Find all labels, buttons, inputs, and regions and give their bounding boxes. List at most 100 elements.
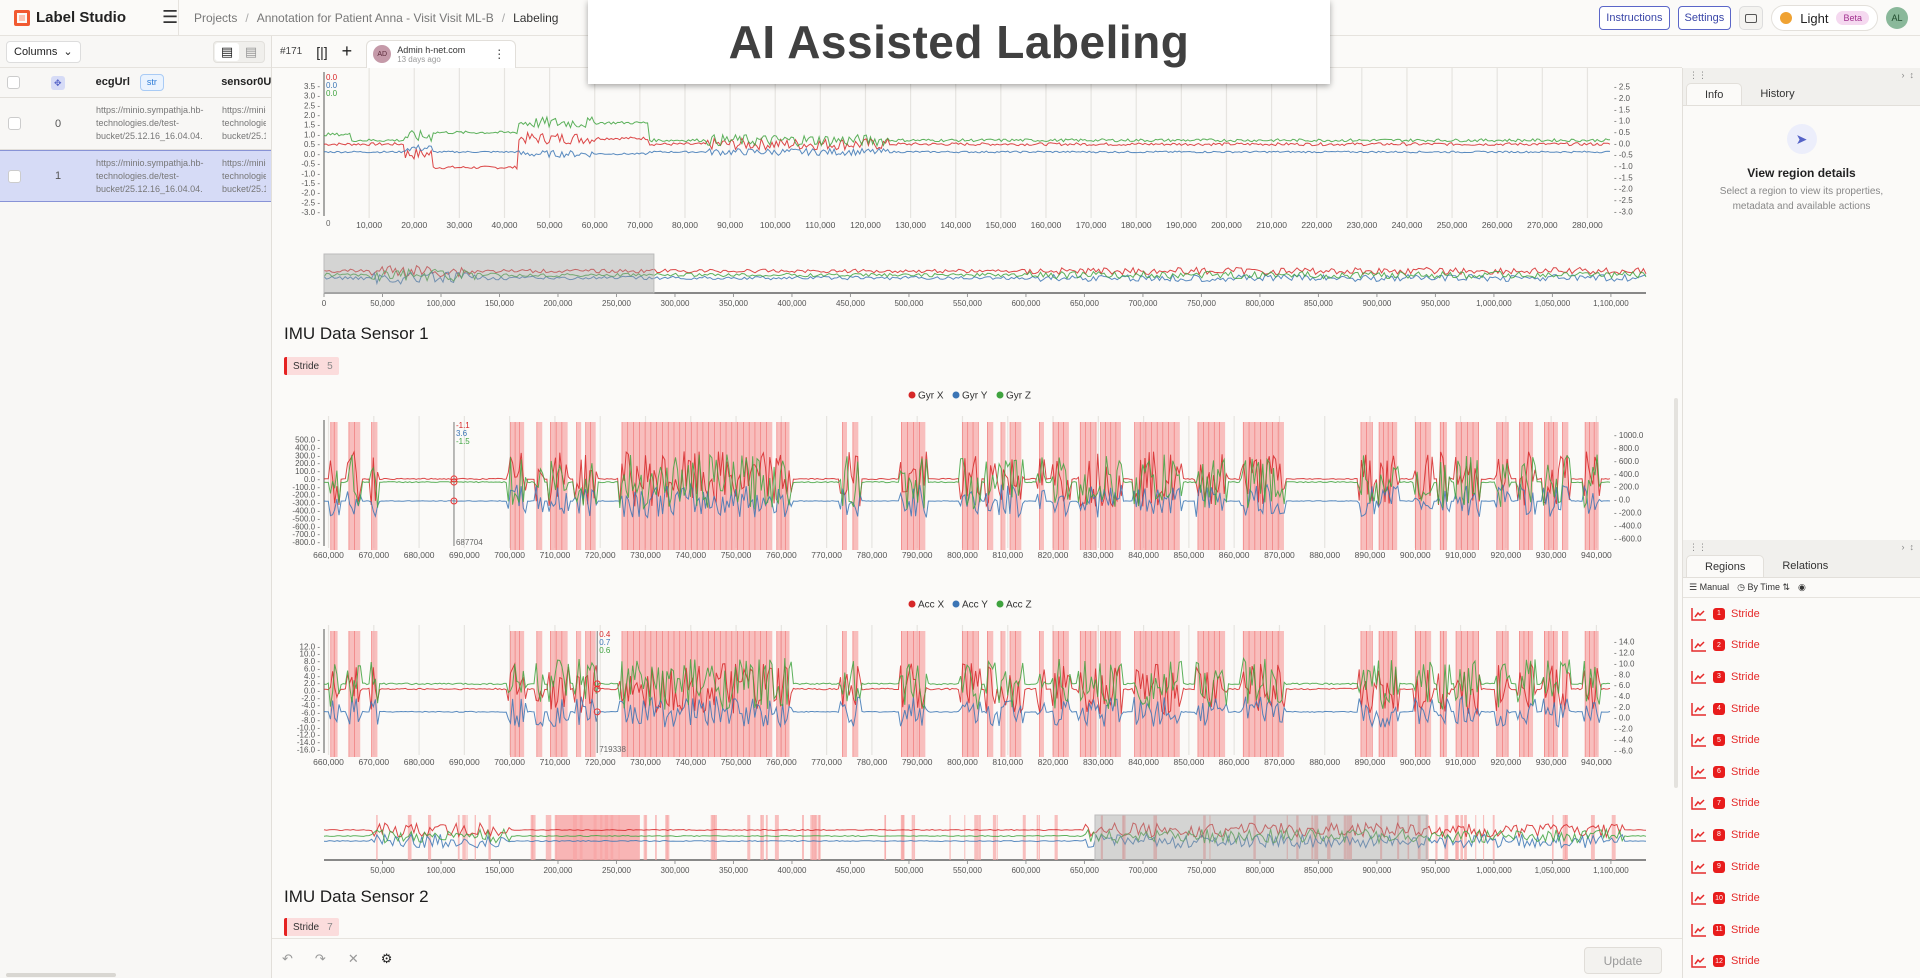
x-tick-label: 1,000,000 — [1476, 299, 1512, 308]
manual-order-button[interactable]: ☰ Manual — [1689, 582, 1730, 592]
acc-chart[interactable]: 660,000 670,000 680,000 690,000 700,000 710,0… — [272, 595, 1672, 800]
ecg-chart[interactable]: 10,000 20,000 30,000 40,000 50,000 60,000 70,0… — [272, 68, 1672, 238]
x-tick-label: 680,000 — [404, 550, 435, 560]
row-sensor: https://minio technologie bucket/25.1 — [222, 105, 266, 141]
row-sensor: https://minio technologie bucket/25.1 — [222, 157, 266, 194]
list-view-icon[interactable]: ▤ — [215, 42, 239, 61]
reset-icon[interactable]: ✕ — [347, 950, 359, 966]
gyr-chart[interactable]: 660,000 670,000 680,000 690,000 700,000 710,0… — [272, 386, 1672, 591]
legend-dot — [996, 600, 1004, 608]
region-span — [576, 631, 582, 757]
row-url: https://minio.sympathja.hb-technologies.… — [96, 157, 204, 194]
y-tick-left: 12.0 - — [300, 642, 321, 651]
overview-series — [323, 832, 1647, 850]
region-span — [913, 815, 916, 860]
region-item[interactable]: 2 Stride — [1683, 630, 1920, 662]
column-header-ecgurl[interactable]: ecgUrl — [95, 76, 130, 88]
imu-overview-chart[interactable]: 50,000 100,000 150,000 200,000 250,000 300,00… — [272, 803, 1672, 878]
sort-by-time-button[interactable]: ◷ By Time ⇅ — [1737, 582, 1791, 592]
tab-regions[interactable]: Regions — [1686, 555, 1765, 577]
x-tick-label: 350,000 — [719, 866, 748, 875]
region-item[interactable]: 4 Stride — [1683, 693, 1920, 725]
collapse-icon[interactable]: › — [1901, 70, 1905, 80]
redo-icon[interactable]: ↷ — [314, 950, 326, 966]
undo-icon[interactable]: ↶ — [282, 950, 293, 966]
vertical-scrollbar[interactable] — [1674, 398, 1678, 788]
breadcrumb-project[interactable]: Annotation for Patient Anna - Visit Visi… — [256, 10, 494, 25]
columns-button[interactable]: Columns ⌄ — [6, 40, 81, 63]
menu-icon[interactable]: ☰ — [162, 7, 179, 27]
column-header-sensor[interactable]: sensor0U — [221, 76, 271, 88]
region-item[interactable]: 7 Stride — [1683, 788, 1920, 820]
app-logo[interactable]: Label Studio ☰ — [0, 7, 178, 28]
x-tick-label: 670,000 — [358, 550, 389, 560]
label-chip-stride[interactable]: Stride 5 — [284, 357, 339, 375]
cursor-marker — [450, 497, 458, 505]
annotation-tab[interactable]: AD Admin h-net.com 13 days ago ⋮ — [366, 39, 517, 68]
expand-icon[interactable]: ↕ — [1909, 542, 1915, 552]
region-item[interactable]: 9 Stride — [1683, 851, 1920, 883]
region-item[interactable]: 10 Stride — [1683, 882, 1920, 914]
beta-badge: Beta — [1836, 11, 1869, 25]
label-chip-stride[interactable]: Stride 7 — [284, 918, 339, 936]
x-tick-label: 820,000 — [1038, 550, 1069, 560]
panel-drag-handle[interactable]: ⋮⋮ › ↕ — [1683, 68, 1920, 82]
breadcrumb-projects[interactable]: Projects — [194, 10, 238, 25]
region-item[interactable]: 3 Stride — [1683, 661, 1920, 693]
row-checkbox[interactable] — [7, 169, 21, 183]
settings-button[interactable]: Settings — [1677, 6, 1732, 30]
x-tick-label: 780,000 — [857, 550, 888, 560]
region-item[interactable]: 6 Stride — [1683, 756, 1920, 788]
tab-relations[interactable]: Relations — [1782, 560, 1829, 572]
visibility-icon[interactable]: ◉ — [1798, 582, 1806, 592]
select-all-checkbox[interactable] — [7, 76, 21, 89]
keyboard-shortcuts-button[interactable] — [1739, 6, 1764, 30]
task-id: #171 — [280, 46, 303, 57]
tab-info[interactable]: Info — [1686, 83, 1743, 105]
region-span — [710, 815, 713, 860]
collapse-icon[interactable]: › — [1901, 542, 1905, 552]
region-item[interactable]: 8 Stride — [1683, 819, 1920, 851]
tab-history[interactable]: History — [1760, 88, 1795, 100]
more-options-icon[interactable]: ⋮ — [493, 47, 506, 61]
user-avatar[interactable]: AL — [1886, 7, 1908, 29]
region-span — [1348, 815, 1353, 860]
row-checkbox[interactable] — [7, 117, 21, 130]
series-line-gyr-x — [323, 450, 1611, 508]
region-span — [1080, 422, 1097, 550]
region-number: 9 — [1713, 860, 1725, 873]
table-row-selected[interactable]: 1 https://minio.sympathja.hb-technologie… — [0, 150, 271, 202]
region-span — [819, 815, 821, 860]
region-span — [1197, 631, 1226, 757]
theme-toggle[interactable]: Light Beta — [1771, 5, 1878, 31]
x-tick-label: 40,000 — [491, 220, 517, 230]
y-tick-right: - 1.5 — [1614, 105, 1631, 114]
x-tick-label: 300,000 — [661, 866, 690, 875]
region-span — [428, 815, 432, 860]
ecg-overview-chart[interactable]: 0 50,000 100,000 150,000 200,000 250,000 300,0… — [272, 248, 1672, 313]
table-row[interactable]: 0 https://minio.sympathja.hb-technologie… — [0, 98, 271, 150]
instructions-button[interactable]: Instructions — [1599, 6, 1670, 30]
region-span — [536, 422, 543, 550]
region-number: 7 — [1713, 797, 1725, 810]
horizontal-scrollbar[interactable] — [6, 973, 116, 977]
x-tick-label: 720,000 — [585, 757, 616, 767]
region-number: 12 — [1713, 955, 1725, 968]
region-item[interactable]: 12 Stride — [1683, 946, 1920, 978]
panel-drag-handle[interactable]: ⋮⋮ › ↕ — [1683, 540, 1920, 554]
region-item[interactable]: 5 Stride — [1683, 724, 1920, 756]
region-item[interactable]: 11 Stride — [1683, 914, 1920, 946]
region-number: 4 — [1713, 702, 1725, 715]
grid-view-icon[interactable]: ▤ — [244, 43, 258, 59]
region-item[interactable]: 1 Stride — [1683, 598, 1920, 630]
x-tick-label: 50,000 — [370, 866, 395, 875]
settings-sliders-icon[interactable]: ⚙ — [380, 950, 393, 966]
add-annotation-icon[interactable]: + — [341, 41, 353, 61]
region-span — [1053, 422, 1069, 550]
x-tick-label: 800,000 — [947, 757, 978, 767]
split-view-icon[interactable]: [|] — [316, 43, 328, 60]
id-column-icon[interactable]: ✥ — [50, 75, 65, 90]
expand-icon[interactable]: ↕ — [1909, 70, 1915, 80]
update-button[interactable]: Update — [1584, 947, 1662, 974]
region-span — [901, 815, 905, 860]
